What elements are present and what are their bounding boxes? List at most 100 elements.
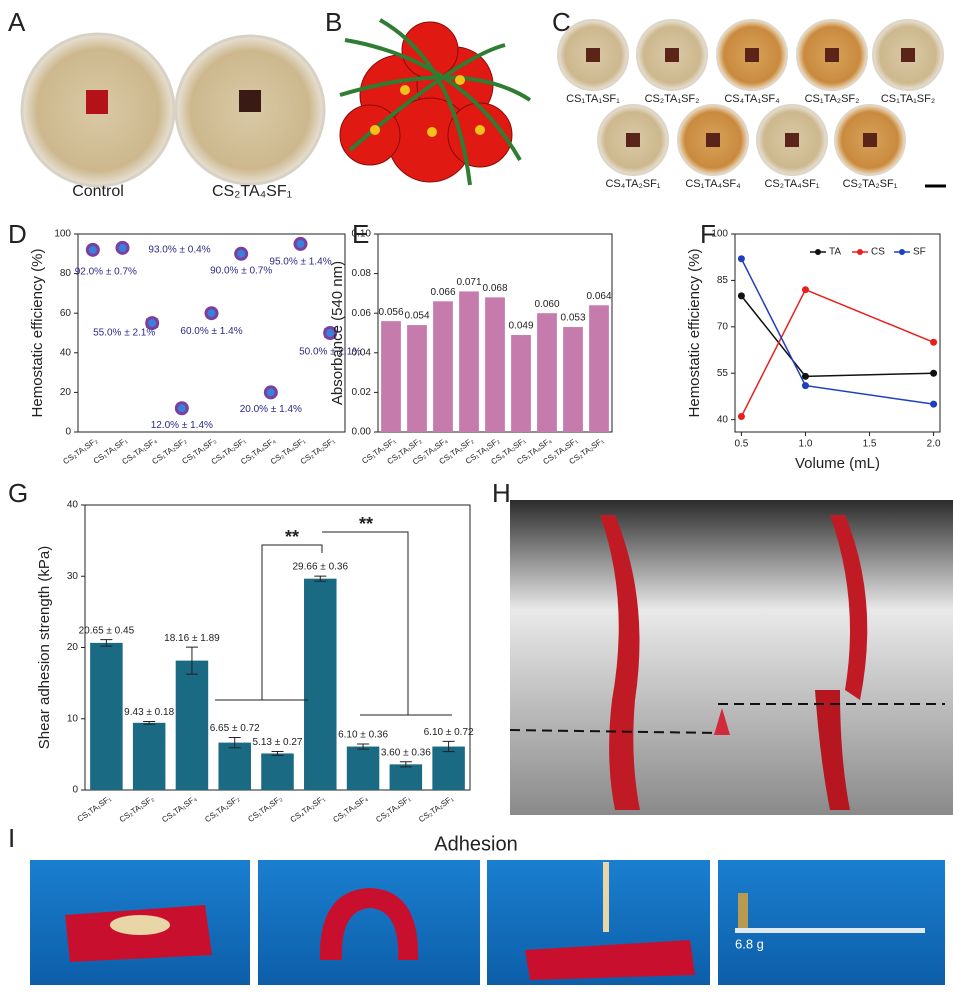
x-tick-label: 2.0 (927, 439, 941, 450)
bar (407, 325, 427, 432)
bar (485, 297, 505, 432)
y-tick-label: 0.06 (352, 308, 372, 319)
y-tick-label: 100 (711, 229, 728, 240)
y-axis-label: Shear adhesion strength (kPa) (36, 546, 53, 749)
panel-title: Adhesion (434, 833, 517, 855)
y-tick-label: 20 (60, 387, 72, 398)
photo-label: CS₁TA₂SF₂ (805, 93, 860, 105)
line-point (801, 286, 809, 294)
value-label: 18.16 ± 1.89 (164, 633, 220, 644)
panel-label: I (8, 823, 15, 853)
charge (400, 85, 410, 95)
point-core (118, 243, 127, 252)
photo-label: CS₂TA₄SF₁ (212, 183, 292, 200)
point-core (237, 249, 246, 258)
y-tick-label: 0.02 (352, 387, 372, 398)
sample (901, 48, 915, 62)
value-label: 0.066 (430, 287, 455, 298)
bar (433, 301, 453, 432)
bar (432, 746, 465, 790)
x-tick-label: CS₁TA₁SF₂ (246, 794, 283, 824)
legend-label: SF (913, 247, 926, 258)
point-core (296, 239, 305, 248)
x-tick-label: CS₄TA₂SF₁ (289, 794, 327, 825)
sample (665, 48, 679, 62)
panel-label: C (552, 7, 571, 37)
sample (863, 133, 877, 147)
line-point (930, 400, 938, 408)
y-tick-label: 55 (717, 368, 729, 379)
value-label: 12.0% ± 1.4% (151, 420, 213, 431)
adhesive-pad (319, 888, 419, 960)
value-label: 3.60 ± 0.36 (381, 747, 431, 758)
significance-bracket (322, 531, 409, 715)
arrow (714, 708, 730, 735)
sample (785, 133, 799, 147)
photo-label: CS₄TA₁SF₄ (724, 93, 780, 105)
x-tick-label: 0.5 (734, 439, 748, 450)
adhesive (110, 915, 170, 935)
value-label: 0.071 (456, 277, 481, 288)
bar (459, 291, 479, 432)
point-core (266, 388, 275, 397)
polymer-chain (344, 38, 522, 161)
tissue (830, 515, 868, 700)
value-label: 0.053 (560, 313, 585, 324)
legend-marker (815, 249, 821, 255)
bar (218, 742, 251, 790)
bar (511, 334, 531, 432)
value-label: 5.13 ± 0.27 (253, 737, 303, 748)
line (740, 295, 934, 378)
panel-label: E (352, 219, 369, 249)
error-bar (271, 751, 284, 756)
charge (370, 125, 380, 135)
sample (86, 90, 108, 114)
y-tick-label: 0.08 (352, 268, 372, 279)
panel-label: G (8, 478, 28, 508)
error-bar (100, 639, 113, 647)
tissue (600, 515, 640, 810)
x-tick-label: CS₂TA₁SF₂ (118, 794, 156, 824)
photo-label: CS₂TA₂SF₁ (843, 178, 898, 190)
y-tick-label: 70 (717, 321, 729, 332)
sample (706, 133, 720, 147)
y-tick-label: 40 (67, 500, 79, 511)
photo-label: CS₁TA₁SF₁ (566, 93, 620, 105)
legend-marker (899, 249, 905, 255)
plot-frame (77, 233, 346, 433)
charge (427, 127, 437, 137)
value-label: 20.0% ± 1.4% (240, 404, 302, 415)
y-tick-label: 0.10 (352, 229, 372, 240)
y-tick-label: 85 (717, 275, 729, 286)
x-tick-label: CS₄TA₁SF₄ (160, 794, 198, 824)
bar (563, 327, 583, 432)
x-tick-label: 1.5 (863, 439, 877, 450)
charge (475, 125, 485, 135)
charge (455, 75, 465, 85)
y-tick-label: 20 (67, 642, 79, 653)
point-core (148, 319, 157, 328)
bar (261, 753, 294, 790)
probe (603, 862, 609, 932)
y-tick-label: 10 (67, 713, 79, 724)
error-bar (228, 736, 241, 749)
photo-label: CS₁TA₁SF₂ (881, 93, 935, 105)
adhesive-pad (525, 940, 695, 980)
line-point (737, 413, 745, 421)
value-label: 55.0% ± 2.1% (93, 328, 155, 339)
polymer-chain (339, 75, 532, 102)
value-label: 20.65 ± 0.45 (79, 625, 135, 636)
value-label: 6.10 ± 0.36 (338, 730, 388, 741)
significance-mark: ** (359, 514, 373, 534)
sample (626, 133, 640, 147)
value-label: 0.064 (586, 291, 611, 302)
panel-label: D (8, 219, 27, 249)
y-tick-label: 0.04 (352, 347, 372, 358)
value-label: 90.0% ± 0.7% (210, 265, 272, 276)
line-point (801, 372, 809, 380)
x-tick-label: CS₁TA₂SF₂ (203, 794, 241, 824)
y-axis-label: Absorbance (540 nm) (329, 261, 346, 405)
bar (90, 642, 123, 790)
point-core (207, 309, 216, 318)
